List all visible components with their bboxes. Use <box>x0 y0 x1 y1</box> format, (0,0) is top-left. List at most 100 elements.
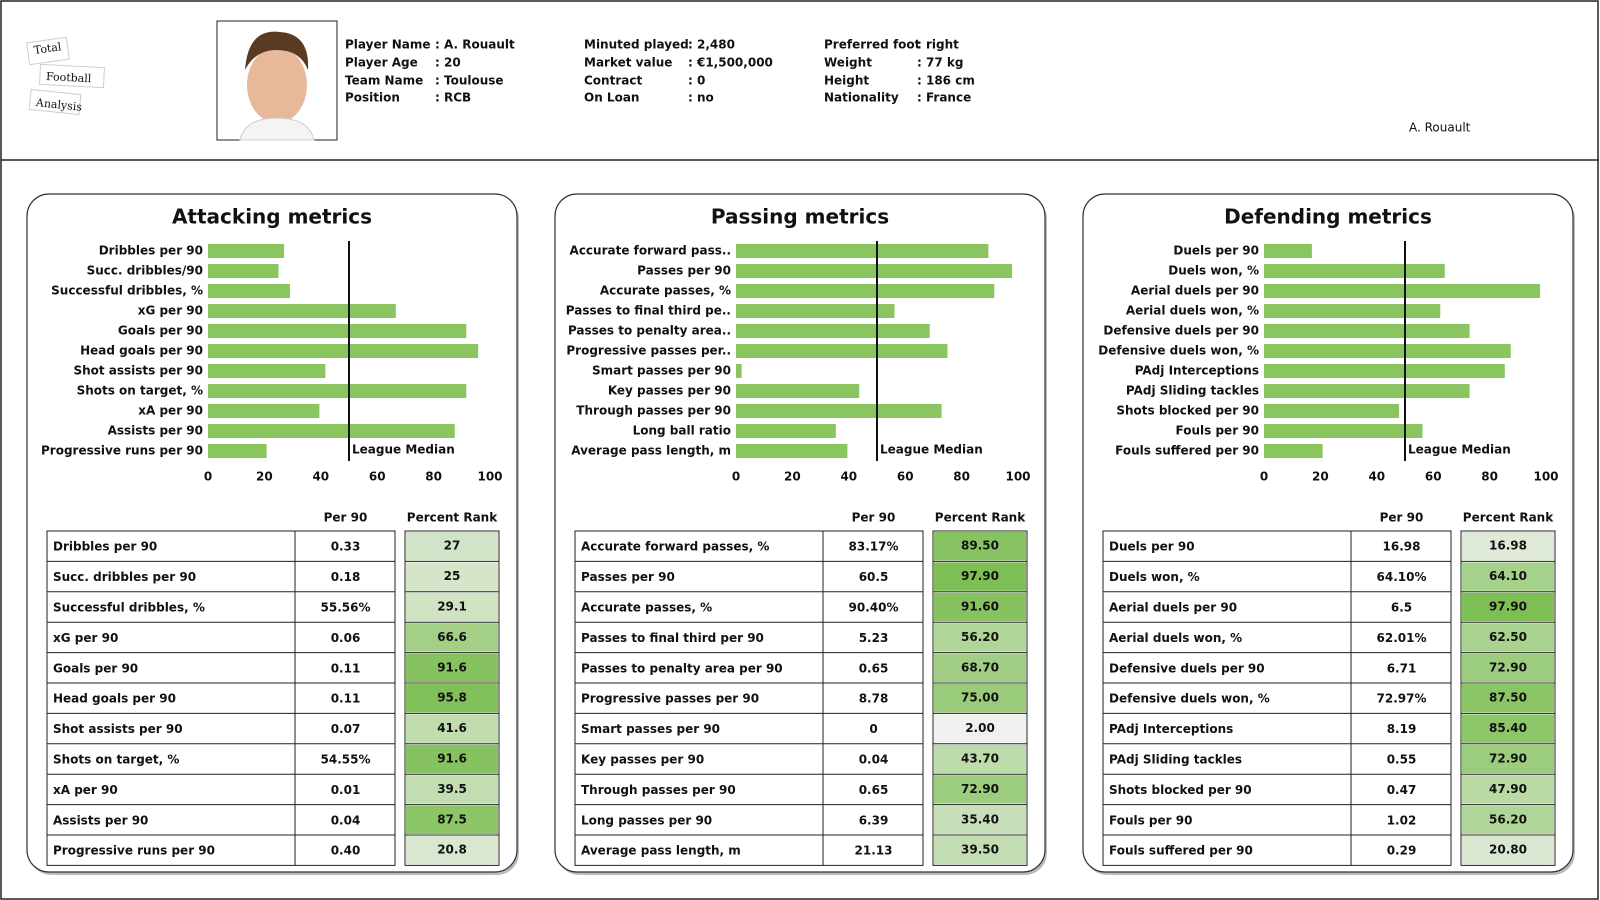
bar <box>736 284 995 298</box>
metric-name: Through passes per 90 <box>581 783 736 797</box>
bar <box>1264 244 1312 258</box>
metric-name: xA per 90 <box>53 783 118 797</box>
column-header: Per 90 <box>324 511 368 525</box>
x-tick-label: 40 <box>840 470 857 484</box>
field-label: On Loan <box>584 91 639 105</box>
per90-value: 54.55% <box>321 753 371 767</box>
field-value: : France <box>917 91 971 105</box>
rank-cell <box>1462 775 1554 804</box>
x-tick-label: 100 <box>1005 470 1030 484</box>
panel-title: Passing metrics <box>711 205 889 229</box>
column-header: Percent Rank <box>935 511 1026 525</box>
bar <box>208 284 291 298</box>
per90-value: 5.23 <box>859 631 889 645</box>
bar <box>1264 364 1505 378</box>
per90-value: 0 <box>869 722 877 736</box>
x-tick-label: 80 <box>1481 470 1498 484</box>
category-label: PAdj Interceptions <box>1135 364 1259 378</box>
table-frame <box>1460 530 1556 866</box>
per90-value: 8.19 <box>1387 722 1417 736</box>
category-label: Smart passes per 90 <box>592 364 731 378</box>
category-label: Accurate passes, % <box>600 284 731 298</box>
rank-cell <box>406 562 498 591</box>
per90-value: 0.65 <box>859 661 889 675</box>
metric-name: Average pass length, m <box>581 844 741 858</box>
rank-value: 56.20 <box>961 630 999 644</box>
rank-cell <box>934 805 1026 834</box>
rank-value: 27 <box>444 539 461 553</box>
x-tick-label: 40 <box>312 470 329 484</box>
metric-name: Duels per 90 <box>1109 540 1195 554</box>
per90-value: 16.98 <box>1383 540 1421 554</box>
field-label: Team Name <box>345 74 423 88</box>
category-label: Defensive duels won, % <box>1098 344 1259 358</box>
per90-value: 0.07 <box>331 722 361 736</box>
rank-cell <box>934 653 1026 682</box>
bar <box>208 384 467 398</box>
median-label: League Median <box>880 443 983 457</box>
category-label: Passes to final third pe.. <box>566 304 731 318</box>
rank-value: 29.1 <box>437 600 467 614</box>
rank-value: 47.90 <box>1489 782 1527 796</box>
bar <box>736 264 1013 278</box>
metric-name: Successful dribbles, % <box>53 601 205 615</box>
table-frame <box>404 530 500 866</box>
logo-tile <box>26 36 70 66</box>
per90-value: 0.04 <box>859 753 889 767</box>
x-tick-label: 20 <box>784 470 801 484</box>
x-tick-label: 80 <box>425 470 442 484</box>
bar <box>736 244 989 258</box>
rank-cell <box>934 532 1026 561</box>
per90-value: 1.02 <box>1387 813 1417 827</box>
bar <box>1264 404 1400 418</box>
rank-value: 87.50 <box>1489 691 1527 705</box>
metric-name: Accurate forward passes, % <box>581 540 769 554</box>
rank-value: 89.50 <box>961 539 999 553</box>
player-photo <box>216 20 338 141</box>
per90-value: 0.47 <box>1387 783 1417 797</box>
field-value: : 186 cm <box>917 74 975 88</box>
bar <box>736 344 948 358</box>
bar <box>208 424 455 438</box>
rank-cell <box>1462 562 1554 591</box>
rank-cell <box>1462 714 1554 743</box>
median-label: League Median <box>352 443 455 457</box>
bar <box>1264 304 1441 318</box>
x-tick-label: 80 <box>953 470 970 484</box>
metric-name: Goals per 90 <box>53 661 138 675</box>
photo-shirt <box>239 117 315 141</box>
rank-cell <box>406 684 498 713</box>
metric-name: Aerial duels per 90 <box>1109 601 1237 615</box>
field-label: Position <box>345 91 400 105</box>
rank-cell <box>934 836 1026 865</box>
bar <box>1264 444 1323 458</box>
per90-value: 8.78 <box>859 692 889 706</box>
rank-value: 87.5 <box>437 812 467 826</box>
category-label: Passes per 90 <box>637 264 731 278</box>
rank-value: 95.8 <box>437 691 467 705</box>
per90-value: 72.97% <box>1377 692 1427 706</box>
category-label: Duels won, % <box>1168 264 1259 278</box>
bar <box>1264 424 1423 438</box>
rank-cell <box>406 623 498 652</box>
rank-cell <box>406 714 498 743</box>
rank-cell <box>1462 805 1554 834</box>
per90-value: 62.01% <box>1377 631 1427 645</box>
metric-name: Passes to final third per 90 <box>581 631 764 645</box>
metric-name: PAdj Sliding tackles <box>1109 753 1242 767</box>
x-tick-label: 0 <box>732 470 740 484</box>
x-tick-label: 60 <box>369 470 386 484</box>
per90-value: 0.06 <box>331 631 361 645</box>
per90-value: 0.33 <box>331 540 361 554</box>
per90-value: 0.04 <box>331 813 361 827</box>
field-label: Market value <box>584 56 672 70</box>
metric-name: Passes to penalty area per 90 <box>581 661 783 675</box>
rank-cell <box>1462 592 1554 622</box>
rank-value: 39.50 <box>961 843 999 857</box>
rank-cell <box>934 623 1026 652</box>
rank-value: 72.90 <box>1489 660 1527 674</box>
rank-cell <box>406 836 498 865</box>
category-label: Dribbles per 90 <box>99 244 203 258</box>
median-label: League Median <box>1408 443 1511 457</box>
